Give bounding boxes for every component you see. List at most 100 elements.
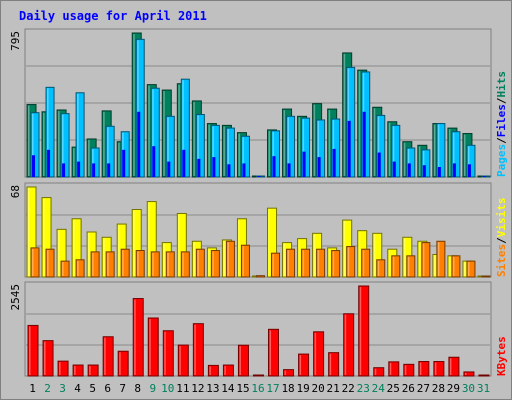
bar-pages-26	[407, 163, 411, 177]
bar-sites-2	[45, 248, 55, 278]
bar-sites-26	[406, 255, 416, 278]
bar-kbytes-16	[252, 374, 264, 377]
bar-sites-27	[421, 242, 431, 278]
day-label-17: 17	[266, 382, 279, 395]
bar-sites-11	[180, 251, 190, 278]
bar-pages-15	[242, 163, 246, 177]
bar-kbytes-28	[433, 361, 445, 377]
day-label-8: 8	[134, 382, 141, 395]
bar-kbytes-5	[87, 364, 99, 377]
bar-pages-2	[47, 149, 51, 177]
bar-kbytes-10	[162, 330, 174, 377]
day-label-5: 5	[89, 382, 96, 395]
bar-kbytes-25	[388, 361, 400, 377]
legend-entry-hits-files-pages-3: /	[495, 97, 508, 104]
bar-pages-22	[347, 120, 351, 177]
bar-kbytes-18	[283, 369, 295, 377]
bar-sites-12	[195, 248, 205, 278]
bar-kbytes-22	[343, 313, 355, 377]
bar-pages-17	[272, 156, 276, 177]
bar-sites-19	[301, 248, 311, 278]
day-label-18: 18	[281, 382, 294, 395]
ymax-label-kbytes: 2545	[9, 284, 22, 311]
bar-kbytes-17	[268, 328, 280, 377]
day-label-22: 22	[342, 382, 355, 395]
legend-entry-visits-sites-1: /	[495, 237, 508, 244]
day-label-13: 13	[206, 382, 219, 395]
bar-sites-9	[150, 251, 160, 278]
bar-pages-30	[467, 164, 471, 177]
bar-kbytes-29	[448, 356, 460, 377]
legend-entry-hits-files-pages-1: /	[495, 137, 508, 144]
day-label-2: 2	[44, 382, 51, 395]
bar-kbytes-20	[313, 331, 325, 377]
bar-kbytes-24	[373, 367, 385, 377]
bar-sites-8	[135, 250, 145, 278]
bar-pages-10	[167, 161, 171, 177]
legend-entry-kbytes-0: KBytes	[495, 336, 508, 376]
bar-sites-6	[105, 251, 115, 278]
day-label-10: 10	[161, 382, 174, 395]
legend-entry-hits-files-pages-2: Files	[495, 104, 508, 137]
day-label-28: 28	[432, 382, 445, 395]
day-label-20: 20	[312, 382, 325, 395]
day-label-16: 16	[251, 382, 264, 395]
bar-kbytes-15	[237, 344, 249, 377]
day-label-25: 25	[387, 382, 400, 395]
bar-pages-18	[287, 163, 291, 177]
bar-sites-1	[30, 247, 40, 278]
bar-sites-18	[286, 248, 296, 278]
bar-pages-27	[422, 165, 426, 177]
bar-kbytes-23	[358, 285, 370, 377]
bar-kbytes-14	[222, 364, 234, 377]
bar-sites-28	[436, 240, 446, 278]
bar-kbytes-2	[42, 340, 54, 377]
day-label-26: 26	[402, 382, 415, 395]
bar-kbytes-7	[117, 350, 129, 377]
day-label-29: 29	[447, 382, 460, 395]
bar-kbytes-12	[192, 323, 204, 377]
bar-pages-11	[182, 149, 186, 177]
bar-pages-25	[392, 161, 396, 177]
day-label-21: 21	[327, 382, 340, 395]
bar-sites-14	[225, 240, 235, 278]
bar-sites-3	[60, 260, 70, 278]
day-label-3: 3	[59, 382, 66, 395]
bar-sites-20	[316, 248, 326, 278]
day-label-23: 23	[357, 382, 370, 395]
bar-sites-25	[391, 255, 401, 278]
bar-sites-29	[451, 255, 461, 278]
bar-pages-14	[227, 164, 231, 177]
bar-kbytes-19	[298, 353, 310, 377]
bar-sites-15	[240, 244, 250, 278]
bar-sites-23	[361, 248, 371, 278]
bar-kbytes-11	[177, 344, 189, 377]
ymax-label-visits-sites: 68	[9, 185, 22, 198]
bar-kbytes-30	[463, 371, 475, 377]
bar-pages-29	[452, 163, 456, 177]
legend-entry-visits-sites-2: Visits	[495, 198, 508, 238]
bar-pages-5	[92, 163, 96, 177]
bar-pages-7	[122, 149, 126, 177]
bar-pages-13	[212, 157, 216, 177]
bar-sites-5	[90, 251, 100, 278]
bar-kbytes-9	[147, 317, 159, 377]
bar-sites-17	[271, 252, 281, 278]
bar-pages-8	[137, 111, 141, 177]
day-label-31: 31	[477, 382, 490, 395]
bar-sites-4	[75, 259, 85, 278]
bar-kbytes-26	[403, 363, 415, 377]
bar-pages-28	[437, 167, 441, 177]
bar-kbytes-1	[27, 324, 39, 377]
day-label-14: 14	[221, 382, 235, 395]
bar-pages-31	[482, 176, 486, 177]
legend-entry-visits-sites-0: Sites	[495, 244, 508, 277]
legend-visits-sites: Sites/Visits	[495, 198, 508, 278]
day-label-11: 11	[176, 382, 189, 395]
bar-kbytes-8	[132, 298, 144, 377]
bar-pages-12	[197, 158, 201, 177]
bar-sites-7	[120, 248, 130, 278]
day-label-7: 7	[119, 382, 126, 395]
